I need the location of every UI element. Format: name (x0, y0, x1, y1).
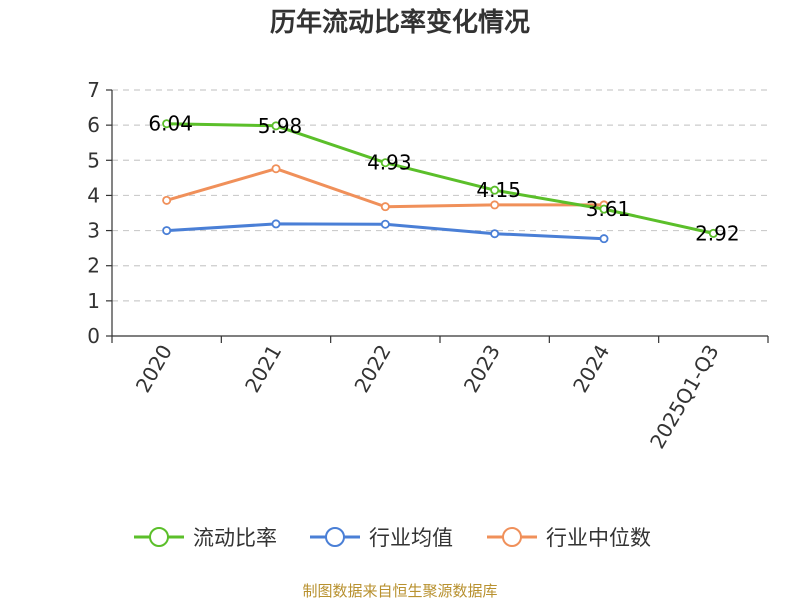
source-note: 制图数据来自恒生聚源数据库 (302, 582, 497, 600)
legend: 流动比率 行业均值 行业中位数 (134, 526, 651, 550)
legend-item[interactable]: 流动比率 (134, 526, 277, 550)
y-tick-label: 6 (87, 113, 100, 137)
data-label: 4.15 (476, 178, 521, 202)
data-point (162, 119, 172, 129)
y-tick-label: 0 (87, 324, 100, 348)
data-label: 5.98 (258, 114, 303, 138)
chart-title: 历年流动比率变化情况 (270, 7, 530, 38)
x-tick-label: 2024 (568, 341, 614, 397)
data-point (271, 164, 281, 174)
data-point (708, 228, 718, 238)
legend-item[interactable]: 行业中位数 (487, 526, 651, 550)
legend-label: 行业均值 (369, 526, 453, 550)
data-label: 4.93 (367, 151, 412, 175)
data-point (162, 226, 172, 236)
legend-label: 行业中位数 (546, 526, 651, 550)
data-label: 2.92 (695, 221, 740, 245)
data-point (380, 158, 390, 168)
data-point (599, 204, 609, 214)
data-point (490, 229, 500, 239)
y-tick-label: 2 (87, 254, 100, 278)
x-tick-label: 2025Q1-Q3 (645, 341, 724, 453)
x-tick-label: 2023 (459, 340, 505, 396)
legend-swatch-marker (325, 527, 345, 547)
data-point (380, 202, 390, 212)
y-tick-label: 7 (87, 78, 100, 102)
data-point (599, 234, 609, 244)
y-tick-label: 5 (87, 148, 100, 172)
y-tick-label: 3 (87, 219, 100, 243)
legend-label: 流动比率 (193, 526, 277, 550)
data-point (162, 195, 172, 205)
x-tick-label: 2020 (131, 341, 177, 397)
x-tick-label: 2022 (349, 341, 395, 397)
data-label-layer: 6.04 5.98 4.93 4.15 3.61 2.92 (148, 112, 739, 246)
data-point (490, 185, 500, 195)
data-point (380, 219, 390, 229)
y-tick-label: 1 (87, 289, 100, 313)
series-layer (162, 119, 718, 244)
data-point (271, 219, 281, 229)
legend-swatch-marker (149, 527, 169, 547)
data-point (490, 200, 500, 210)
data-label: 6.04 (148, 112, 193, 136)
y-tick-label: 4 (87, 183, 100, 207)
legend-item[interactable]: 行业均值 (310, 526, 453, 550)
series-line-0 (166, 122, 714, 235)
data-point (271, 121, 281, 131)
legend-swatch-marker (502, 527, 522, 547)
grid-layer (112, 89, 768, 302)
x-tick-label: 2021 (240, 341, 286, 397)
data-label: 3.61 (586, 197, 631, 221)
